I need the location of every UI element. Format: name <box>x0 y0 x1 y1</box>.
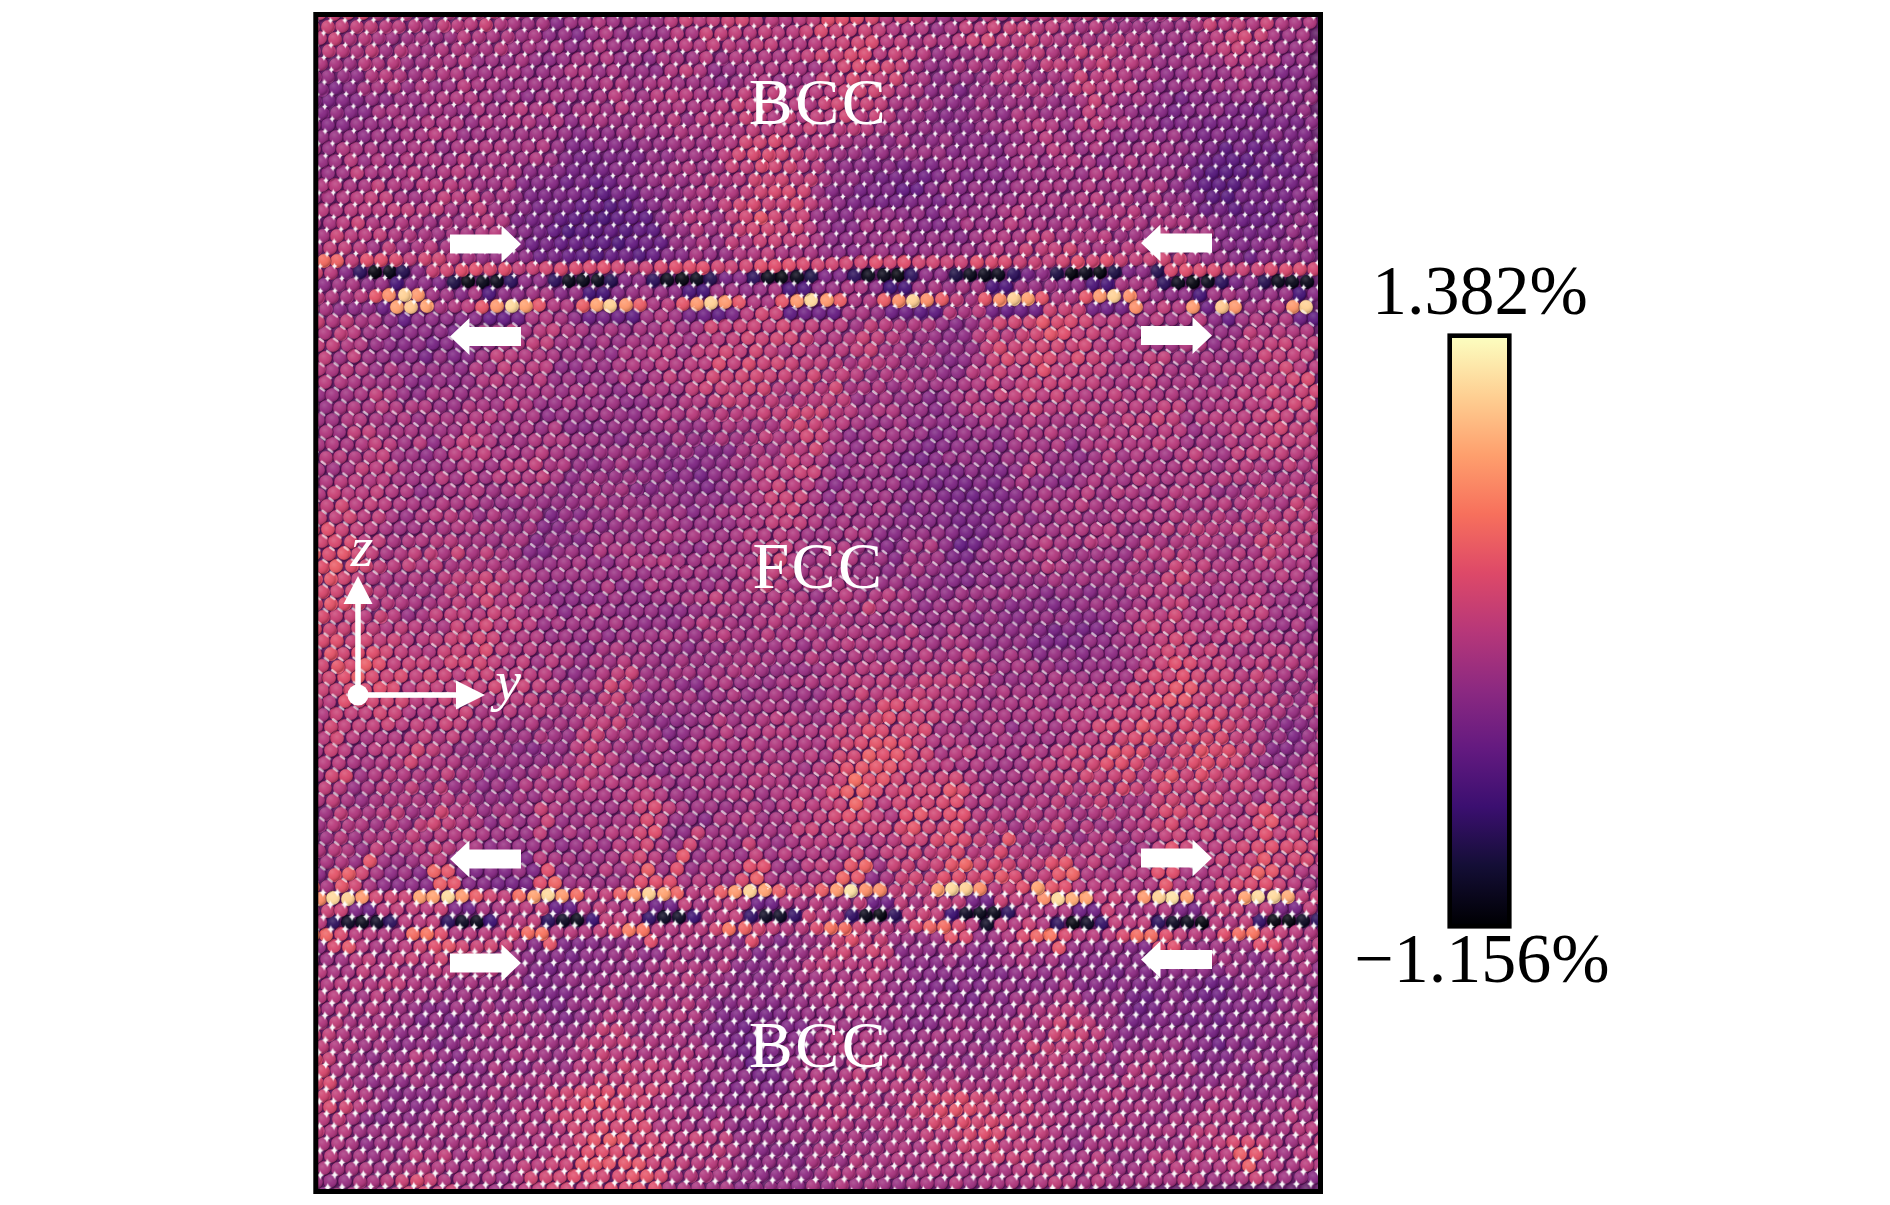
svg-text:y: y <box>490 648 521 713</box>
svg-text:−1.156%: −1.156% <box>1354 920 1609 997</box>
svg-text:z: z <box>350 514 374 579</box>
svg-text:FCC: FCC <box>752 529 884 602</box>
svg-text:BCC: BCC <box>749 65 889 138</box>
svg-text:BCC: BCC <box>749 1008 889 1081</box>
svg-text:1.382%: 1.382% <box>1372 252 1588 329</box>
